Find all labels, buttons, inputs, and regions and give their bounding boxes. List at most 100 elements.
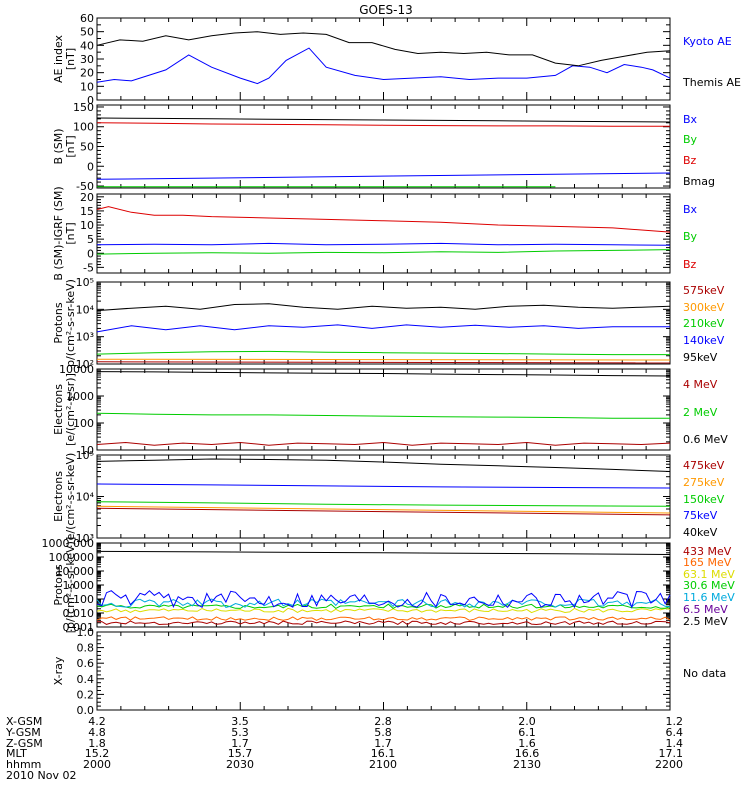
- legend-label: By: [683, 230, 698, 243]
- y-tick-label: 10³: [76, 532, 94, 545]
- footer-value: 1.2: [666, 715, 684, 728]
- series-line: [96, 441, 671, 446]
- series-line: [96, 206, 671, 233]
- ephemeris-footer: X-GSM 4.2 3.5 2.8 2.0 1.2 Y-GSM 4.8 5.3 5.8 6.1 6.4…: [5, 715, 683, 782]
- y-tick-label: 10: [80, 80, 94, 93]
- footer-value: 5.8: [374, 726, 392, 739]
- legend-label: By: [683, 133, 698, 146]
- y-tick-label: 150: [73, 101, 94, 114]
- legend-label: 0.6 MeV: [683, 433, 728, 446]
- y-tick-label: 0.0: [77, 704, 95, 717]
- y-axis-unit: [p/(cm²-s-sr-keV)]: [64, 537, 77, 634]
- series-line: [96, 117, 671, 123]
- series-line: [96, 172, 671, 180]
- y-tick-label: 100: [73, 121, 94, 134]
- legend-label: 210keV: [683, 317, 725, 330]
- y-tick-label: 10: [80, 219, 94, 232]
- legend-label: Bz: [683, 154, 697, 167]
- legend-label: Bmag: [683, 175, 715, 188]
- y-tick-label: 0.100: [63, 593, 95, 606]
- footer-value: 1.7: [374, 737, 392, 750]
- y-tick-label: 0: [87, 160, 94, 173]
- y-tick-label: 0.001: [63, 621, 95, 634]
- y-tick-label: 0.4: [77, 673, 95, 686]
- y-axis-label: Electrons: [52, 471, 65, 522]
- legend-label: 63.1 MeV: [683, 568, 735, 581]
- footer-row-label: hhmm: [6, 758, 41, 771]
- legend-label: 2 MeV: [683, 406, 718, 419]
- footer-value: 2100: [369, 758, 397, 771]
- y-tick-label: 50: [80, 26, 94, 39]
- panel-frame: [96, 281, 671, 365]
- panel-7: 0.0010.0100.1001.00010.000100.0001000.00…: [42, 537, 736, 634]
- panel-frame: [96, 542, 671, 628]
- footer-value: 4.8: [88, 726, 106, 739]
- y-tick-label: 15: [80, 205, 94, 218]
- y-tick-label: 40: [80, 39, 94, 52]
- y-axis-label: X-ray: [52, 656, 65, 685]
- y-tick-label: -5: [83, 261, 94, 274]
- legend-label: 4 MeV: [683, 378, 718, 391]
- series-line: [96, 371, 671, 377]
- y-tick-label: 10²: [76, 358, 94, 371]
- legend-label: Bx: [683, 203, 698, 216]
- footer-value: 2200: [655, 758, 683, 771]
- footer-date: 2010 Nov 02: [6, 769, 76, 782]
- panel-4: 10² 10³ 10⁴ 10⁵ Protons p/(cm²-s-sr-keV) 575ke…: [52, 276, 725, 371]
- legend-label: 433 MeV: [683, 545, 732, 558]
- y-axis-label: AE index: [52, 34, 65, 83]
- footer-value: 1.7: [231, 737, 249, 750]
- panel-6: 10³ 10⁴ 10⁵ Electrons e/(cm²-s-sr-keV) 475keV…: [52, 449, 725, 545]
- panel-5: 10 100 1000 10000 Electrons [e/(cm²-s-sr)] 4 M…: [52, 363, 728, 457]
- y-axis-unit: [nT]: [64, 135, 77, 157]
- y-tick-label: 1.000: [63, 579, 95, 592]
- y-tick-label: 0: [87, 247, 94, 260]
- no-data-note: No data: [683, 667, 726, 680]
- footer-value: 2000: [83, 758, 111, 771]
- y-tick-label: 10000: [59, 363, 94, 376]
- series-line: [96, 458, 671, 472]
- y-tick-label: 0.010: [63, 607, 95, 620]
- y-axis-unit: [nT]: [64, 222, 77, 244]
- legend-label: 140keV: [683, 334, 725, 347]
- y-axis-label: Protons: [52, 564, 65, 605]
- y-axis-unit: [e/(cm²-s-sr)]: [64, 373, 77, 446]
- y-tick-label: 1000.000: [42, 537, 95, 550]
- y-axis-unit: e/(cm²-s-sr-keV): [64, 453, 77, 541]
- panel-frame: [96, 104, 671, 189]
- y-tick-label: 20: [80, 67, 94, 80]
- y-tick-label: 10³: [76, 331, 94, 344]
- legend-label: 30.6 MeV: [683, 579, 735, 592]
- legend-label: 300keV: [683, 301, 725, 314]
- y-axis-label: Protons: [52, 302, 65, 343]
- series-line: [96, 47, 671, 85]
- plot-title: GOES-13: [359, 3, 413, 17]
- legend-label: Kyoto AE: [683, 35, 732, 48]
- footer-value: 2130: [513, 758, 541, 771]
- footer-value: 2030: [226, 758, 254, 771]
- y-tick-label: 30: [80, 53, 94, 66]
- y-axis-label: B (SM): [52, 128, 65, 164]
- y-tick-label: 10⁴: [76, 303, 95, 316]
- series-line: [96, 603, 671, 610]
- y-tick-label: 10⁴: [76, 491, 95, 504]
- y-tick-label: 100: [73, 417, 94, 430]
- series-line: [96, 303, 671, 312]
- footer-value: 1.6: [518, 737, 536, 750]
- y-tick-label: 60: [80, 12, 94, 25]
- footer-value: 3.5: [231, 715, 249, 728]
- footer-value: 6.4: [666, 726, 684, 739]
- series-line: [96, 324, 670, 333]
- footer-row-label: MLT: [6, 747, 27, 760]
- footer-value: 4.2: [88, 715, 106, 728]
- y-axis-unit: [nT]: [64, 48, 77, 70]
- series-line: [96, 505, 671, 514]
- footer-value: 5.3: [231, 726, 249, 739]
- y-tick-label: 20: [80, 191, 94, 204]
- panel-8: 0.0 0.2 0.4 0.6 0.8 1.0 X-ray No data: [52, 626, 726, 717]
- y-tick-label: 50: [80, 141, 94, 154]
- series-line: [96, 501, 671, 507]
